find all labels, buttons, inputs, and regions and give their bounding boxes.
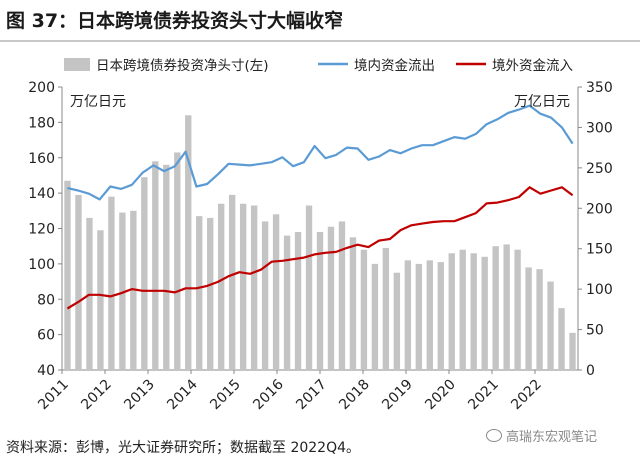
wechat-icon bbox=[486, 429, 502, 442]
position-bar bbox=[141, 177, 148, 370]
right-tick-label: 100 bbox=[586, 282, 613, 298]
position-bar bbox=[426, 260, 433, 370]
position-bar bbox=[470, 253, 477, 370]
position-bar bbox=[536, 269, 543, 370]
position-bar bbox=[283, 235, 291, 370]
position-bar bbox=[294, 232, 302, 370]
right-unit-label: 万亿日元 bbox=[514, 94, 570, 110]
left-tick-label: 60 bbox=[37, 328, 55, 344]
right-tick-label: 200 bbox=[586, 201, 613, 217]
source-note: 资料来源：彭博，光大证券研究所；数据截至 2022Q4。 bbox=[6, 440, 361, 456]
position-bar bbox=[481, 256, 488, 370]
x-tick-label: 2018 bbox=[336, 377, 373, 414]
x-tick-label: 2014 bbox=[164, 376, 201, 413]
position-bar bbox=[393, 272, 401, 370]
position-bar bbox=[415, 263, 422, 370]
left-tick-label: 180 bbox=[28, 115, 55, 131]
left-unit-label: 万亿日元 bbox=[70, 94, 126, 110]
position-bar bbox=[349, 237, 357, 370]
position-bar bbox=[119, 212, 126, 370]
position-bar bbox=[338, 221, 346, 370]
left-tick-label: 200 bbox=[28, 80, 55, 96]
position-bar bbox=[316, 232, 324, 370]
left-tick-label: 100 bbox=[28, 257, 55, 273]
position-bar bbox=[163, 164, 170, 370]
x-tick-label: 2015 bbox=[207, 377, 244, 414]
position-bar bbox=[97, 230, 104, 370]
position-bar bbox=[404, 260, 412, 370]
x-tick-label: 2019 bbox=[379, 377, 416, 414]
position-bar bbox=[250, 205, 258, 370]
position-bar bbox=[547, 281, 554, 370]
legend-swatch-bars bbox=[64, 58, 90, 71]
legend-label-inflow: 境外资金流入 bbox=[492, 58, 573, 74]
position-bar bbox=[108, 196, 115, 370]
x-tick-label: 2016 bbox=[250, 376, 287, 413]
left-tick-label: 140 bbox=[28, 186, 55, 202]
left-tick-label: 40 bbox=[37, 363, 55, 379]
position-bar bbox=[207, 217, 214, 370]
x-tick-label: 2013 bbox=[121, 377, 158, 414]
position-bar bbox=[64, 180, 71, 370]
left-tick-label: 80 bbox=[37, 292, 55, 308]
x-tick-label: 2020 bbox=[422, 377, 459, 414]
position-bar bbox=[371, 263, 379, 370]
position-bar bbox=[174, 152, 181, 370]
position-bar bbox=[525, 267, 532, 370]
right-tick-label: 150 bbox=[586, 242, 613, 258]
title-bar: 图 37：日本跨境债券投资头寸大幅收窄 bbox=[0, 0, 640, 42]
right-tick-label: 250 bbox=[586, 161, 613, 177]
position-bar bbox=[569, 332, 576, 370]
position-bar bbox=[196, 216, 203, 370]
position-bar bbox=[75, 194, 82, 370]
position-bar bbox=[492, 246, 499, 370]
position-bar bbox=[503, 244, 510, 370]
position-bar bbox=[448, 253, 455, 370]
left-tick-label: 120 bbox=[28, 222, 55, 238]
position-bar bbox=[272, 214, 280, 370]
right-tick-label: 50 bbox=[586, 323, 604, 339]
position-bar bbox=[459, 249, 466, 370]
legend-label-bars: 日本跨境债券投资净头寸(左) bbox=[96, 58, 269, 74]
x-tick-label: 2022 bbox=[508, 377, 545, 414]
x-tick-label: 2011 bbox=[35, 377, 72, 414]
position-bar bbox=[514, 249, 521, 370]
position-bar bbox=[218, 203, 225, 370]
position-bar bbox=[305, 205, 313, 370]
outflow-line bbox=[67, 104, 574, 201]
position-bar bbox=[360, 249, 368, 370]
legend-label-outflow: 境内资金流出 bbox=[354, 58, 435, 74]
position-bar bbox=[152, 161, 159, 370]
left-tick-label: 160 bbox=[28, 151, 55, 167]
position-bar bbox=[228, 194, 236, 370]
watermark-text: 高瑞东宏观笔记 bbox=[506, 430, 598, 445]
right-tick-label: 300 bbox=[586, 120, 613, 136]
position-bar bbox=[382, 247, 390, 370]
x-tick-label: 2012 bbox=[78, 377, 115, 414]
x-tick-label: 2017 bbox=[293, 377, 330, 414]
right-tick-label: 350 bbox=[586, 80, 613, 96]
position-bar bbox=[327, 226, 335, 370]
position-bar bbox=[261, 221, 269, 370]
watermark: 高瑞东宏观笔记 bbox=[486, 426, 597, 445]
position-bar bbox=[558, 308, 565, 370]
right-tick-label: 0 bbox=[586, 363, 595, 379]
position-bar bbox=[185, 115, 192, 370]
chart-title: 图 37：日本跨境债券投资头寸大幅收窄 bbox=[6, 10, 344, 32]
inflow-line bbox=[66, 186, 574, 310]
position-bar bbox=[437, 262, 444, 370]
position-bar bbox=[239, 203, 247, 370]
x-tick-label: 2021 bbox=[465, 377, 502, 414]
